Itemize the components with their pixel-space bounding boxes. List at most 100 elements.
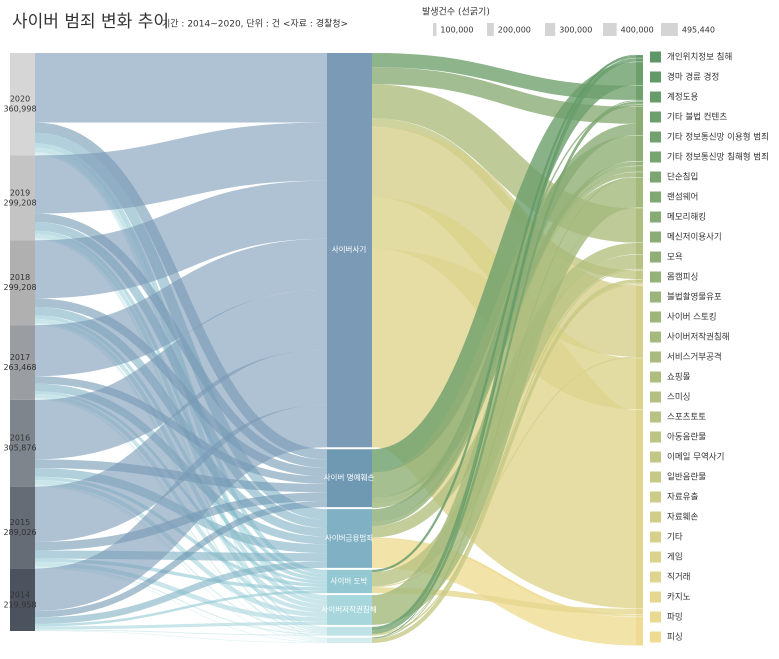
- subtype-label: 계정도용: [667, 92, 698, 103]
- year-node: [10, 53, 35, 156]
- subtype-swatch: [650, 571, 661, 583]
- subtype-swatch: [650, 71, 661, 83]
- year-value: 299,208: [3, 283, 36, 292]
- subtype-node: [636, 242, 643, 255]
- flow-link: [371, 279, 637, 643]
- subtype-node: [636, 161, 643, 166]
- subtype-swatch: [650, 631, 661, 643]
- subtype-swatch: [650, 151, 661, 163]
- subtype-swatch: [650, 531, 661, 543]
- flow-link: [34, 629, 328, 636]
- year-node: [10, 486, 35, 569]
- crime-type-node: [327, 626, 372, 636]
- subtype-node: [636, 207, 643, 209]
- subtype-node: [636, 166, 643, 172]
- flow-link: [371, 104, 637, 634]
- subtype-node: [636, 101, 643, 104]
- subtype-node: [636, 608, 643, 615]
- subtype-swatch: [650, 511, 661, 523]
- flow-link: [371, 55, 637, 573]
- subtype-node: [636, 172, 643, 178]
- flow-link: [34, 630, 328, 644]
- subtype-label: 단순침입: [667, 172, 698, 183]
- crime-type-node: [327, 53, 372, 448]
- subtype-swatch: [650, 391, 661, 403]
- year-label: 2020: [10, 95, 30, 104]
- subtype-label: 스포츠토토: [667, 413, 706, 423]
- year-node: [10, 240, 35, 326]
- chart-subtitle: 기간 : 2014~2020, 단위 : 건 <자료 : 경찰청>: [162, 18, 348, 30]
- subtype-node: [636, 269, 643, 271]
- legend-swatch: [661, 23, 678, 36]
- flow-link: [371, 62, 637, 473]
- crime-type-label: 사이버사기: [332, 244, 367, 254]
- flow-link: [371, 101, 637, 634]
- flow-link: [371, 176, 637, 639]
- crime-type-label: 사이버 도박: [331, 575, 368, 585]
- subtype-label: 사이버저작권침해: [667, 332, 730, 343]
- subtype-label: 경마 경륜 경정: [667, 72, 719, 83]
- subtype-label: 게임: [667, 552, 683, 563]
- crime-type-label: 사이버저작권침해: [321, 604, 376, 614]
- flow-link: [34, 561, 328, 624]
- subtype-label: 스미싱: [667, 392, 690, 403]
- subtype-label: 자료유출: [667, 492, 698, 503]
- crime-type-node: [327, 569, 372, 594]
- flow-link: [34, 238, 328, 377]
- subtype-swatch: [650, 191, 661, 203]
- legend-label: 495,440: [682, 26, 715, 35]
- flow-link: [371, 67, 637, 124]
- legend-label: 100,000: [440, 26, 473, 35]
- subtype-swatch: [650, 91, 661, 103]
- subtype-label: 불법촬영물유포: [667, 292, 722, 303]
- subtype-swatch: [650, 111, 661, 123]
- subtype-swatch: [650, 451, 661, 463]
- subtype-label: 개인위치정보 침해: [667, 52, 732, 63]
- subtype-label: 서비스거부공격: [667, 352, 722, 363]
- flow-link: [371, 58, 637, 631]
- subtype-swatch: [650, 431, 661, 443]
- subtype-swatch: [650, 611, 661, 623]
- subtype-swatch: [650, 171, 661, 183]
- subtype-node: [636, 104, 643, 105]
- subtype-swatch: [650, 551, 661, 563]
- subtype-swatch: [650, 131, 661, 143]
- subtype-swatch: [650, 311, 661, 323]
- subtype-swatch: [650, 291, 661, 303]
- year-label: 2019: [10, 188, 30, 197]
- flow-link: [34, 289, 328, 460]
- subtype-label: 자료훼손: [667, 512, 698, 523]
- subtype-swatch: [650, 51, 661, 63]
- subtype-swatch: [650, 351, 661, 363]
- flow-link: [34, 621, 328, 630]
- subtype-node: [636, 100, 643, 102]
- year-label: 2014: [10, 590, 30, 599]
- subtype-label: 직거래: [667, 572, 690, 583]
- subtype-label: 모욕: [667, 253, 683, 263]
- subtype-label: 메신저이용사기: [667, 232, 722, 243]
- flow-link: [34, 122, 328, 214]
- subtype-label: 기타: [667, 533, 683, 543]
- flow-link: [34, 500, 328, 618]
- subtype-label: 몸캠피싱: [667, 272, 698, 283]
- subtype-node: [636, 85, 643, 100]
- subtype-node: [636, 58, 643, 62]
- year-value: 289,026: [3, 528, 36, 537]
- legend-swatch: [487, 23, 494, 36]
- subtype-label: 카지노: [667, 593, 691, 603]
- year-value: 219,958: [3, 600, 36, 609]
- year-label: 2016: [10, 434, 30, 443]
- subtype-label: 쇼핑몰: [667, 372, 691, 383]
- subtype-node: [636, 62, 643, 86]
- flow-link: [371, 123, 637, 522]
- subtype-label: 이메일 무역사기: [667, 452, 724, 463]
- crime-type-node: [327, 509, 372, 568]
- subtype-node: [636, 106, 643, 136]
- year-node: [10, 568, 35, 631]
- subtype-swatch: [650, 471, 661, 483]
- subtype-node: [636, 55, 643, 58]
- flow-link: [371, 207, 637, 635]
- year-node: [10, 155, 35, 241]
- crime-type-label: 사이버 명예훼손: [324, 472, 375, 482]
